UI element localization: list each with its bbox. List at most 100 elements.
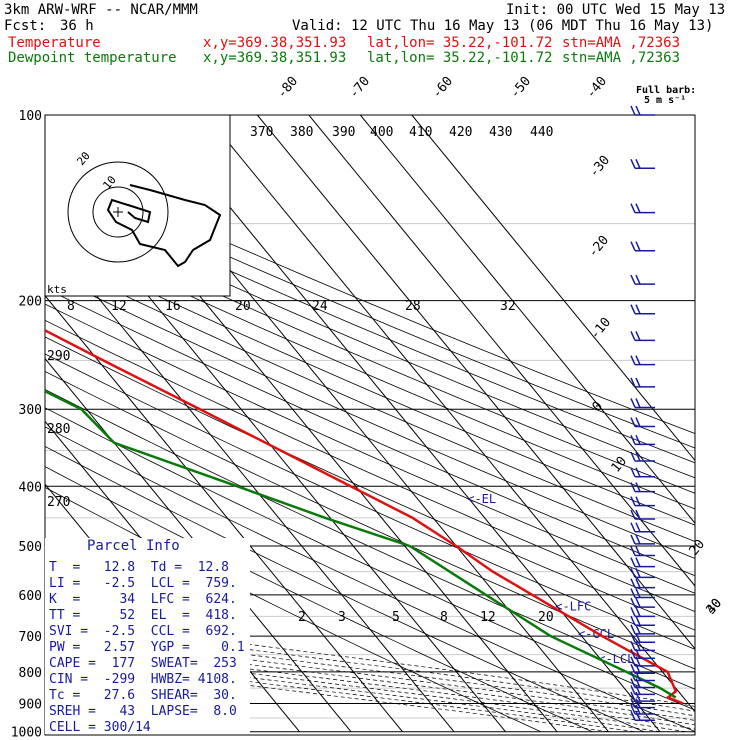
wind-barb-flag [630, 522, 636, 533]
wind-barb-flag [635, 663, 641, 674]
wind-barb-flag [630, 557, 636, 567]
dew-xy: x,y=369.38,351.93 [203, 50, 347, 66]
isotherm [45, 357, 352, 733]
barb-legend-line2: 5 m s⁻¹ [644, 95, 686, 106]
wind-barb-flag [635, 557, 641, 567]
wind-barb-flag [635, 698, 641, 708]
wind-barb-flag [635, 597, 641, 608]
hodograph-speed-label: 24 [312, 299, 328, 314]
wind-barb-flag [635, 624, 641, 635]
wind-barb-flag [630, 467, 636, 478]
wind-barb-flag [635, 685, 641, 695]
dewpoint-trace [45, 389, 677, 699]
wind-barb-flag [635, 467, 641, 478]
mixing-ratio-label: 3 [338, 610, 346, 625]
wind-barb-flag [635, 331, 641, 341]
pressure-label-300: 300 [19, 403, 42, 418]
legend-temperature: Temperature [8, 35, 101, 51]
temperature-trace [45, 328, 684, 705]
wind-barb-flag [630, 578, 636, 588]
theta-label: 410 [409, 125, 432, 140]
theta-label: 380 [290, 125, 313, 140]
mixing-ratio-label: 2 [298, 610, 306, 625]
wind-barb-flag [635, 656, 641, 667]
parcel-info-row: CIN = -299 HWBZ= 4108. [49, 672, 237, 687]
isotherm [153, 115, 661, 733]
wind-barb-flag [630, 597, 636, 608]
wind-barb-flag [630, 105, 636, 116]
parcel-info-row: Tc = 27.6 SHEAR= 30. [49, 688, 237, 703]
dry-adiabat [45, 242, 695, 526]
wind-barb-flag [635, 304, 641, 315]
wind-barb-flag [635, 355, 641, 365]
isotherm-label: -30 [587, 153, 614, 181]
dry-adiabat [45, 186, 695, 464]
parcel-info-row: SVI = -2.5 CCL = 692. [49, 624, 237, 639]
wind-barb-flag [635, 641, 641, 651]
mixing-ratio-label: 5 [392, 610, 400, 625]
dry-adiabat [45, 227, 695, 510]
moist-adiabat [45, 617, 695, 707]
wind-barb-flag [630, 546, 636, 556]
dry-adiabat-label: 270 [47, 495, 70, 510]
moist-adiabat [45, 642, 695, 730]
wind-barb-flag [635, 451, 641, 462]
wind-barb-flag [630, 451, 636, 462]
moist-adiabat [45, 622, 695, 712]
wind-barb-flag [635, 678, 641, 688]
wind-barb-flag [635, 274, 641, 285]
dry-adiabat [45, 319, 695, 612]
wind-barb-flag [635, 704, 641, 715]
wind-barb-flag [630, 496, 636, 506]
wind-barb-flag [635, 435, 641, 445]
wind-barb-flag [630, 241, 636, 252]
wind-barb-flag [630, 509, 636, 520]
plot-frame [44, 114, 696, 736]
isotherm-label: -60 [430, 74, 457, 102]
isotherm-label: -50 [508, 74, 535, 102]
theta-label: 440 [530, 125, 553, 140]
isotherm-label: 20 [687, 537, 709, 559]
mixing-ratio-label: 8 [440, 610, 448, 625]
dry-adiabat-label: 280 [47, 422, 70, 437]
hodograph-trace [106, 184, 222, 268]
hodograph-ring-20 [67, 161, 169, 263]
isotherm-label: 10 [609, 454, 631, 476]
isotherm-label: -40 [584, 74, 611, 102]
pressure-label-400: 400 [19, 480, 42, 495]
dry-adiabat [45, 303, 695, 594]
pressure-label-800: 800 [19, 666, 42, 681]
wind-barb-flag [630, 710, 636, 721]
parcel-info-row: TT = 52 EL = 418. [49, 608, 237, 623]
wind-barb-flag [630, 398, 636, 408]
wind-barb-flag [630, 656, 636, 667]
hodograph-speed-label: 8 [67, 299, 75, 314]
dry-adiabat [45, 426, 695, 733]
wind-barb-flag [635, 578, 641, 588]
parcel-info-row: CAPE = 177 SWEAT= 253 [49, 656, 237, 671]
temp-xy: x,y=369.38,351.93 [203, 35, 347, 51]
wind-barb-flag [630, 482, 636, 492]
isotherm-label: 40 [704, 596, 726, 618]
dry-adiabat [45, 466, 593, 733]
moist-adiabat [45, 637, 695, 726]
wind-barb-flag [630, 624, 636, 635]
pressure-label-600: 600 [19, 589, 42, 604]
wind-barb-flag [635, 588, 641, 598]
wind-barb-flag [635, 648, 641, 659]
wind-barb-flag [630, 534, 636, 545]
wind-barb-flag [630, 377, 636, 388]
wind-barb-flag [635, 398, 641, 408]
fcst-value: 36 h [60, 18, 94, 34]
theta-label: 370 [250, 125, 273, 140]
wind-barb-flag [630, 331, 636, 341]
dry-adiabat [45, 336, 695, 631]
dew-stn: stn=AMA ,72363 [562, 50, 681, 66]
parcel-info-row: PW = 2.57 YGP = 0.1 [49, 640, 245, 655]
isotherm [205, 115, 695, 713]
wind-barb-flag [635, 568, 641, 578]
wind-barb-flag [635, 671, 641, 681]
theta-label: 390 [332, 125, 355, 140]
theta-label: 420 [449, 125, 472, 140]
wind-barb-flag [635, 377, 641, 388]
